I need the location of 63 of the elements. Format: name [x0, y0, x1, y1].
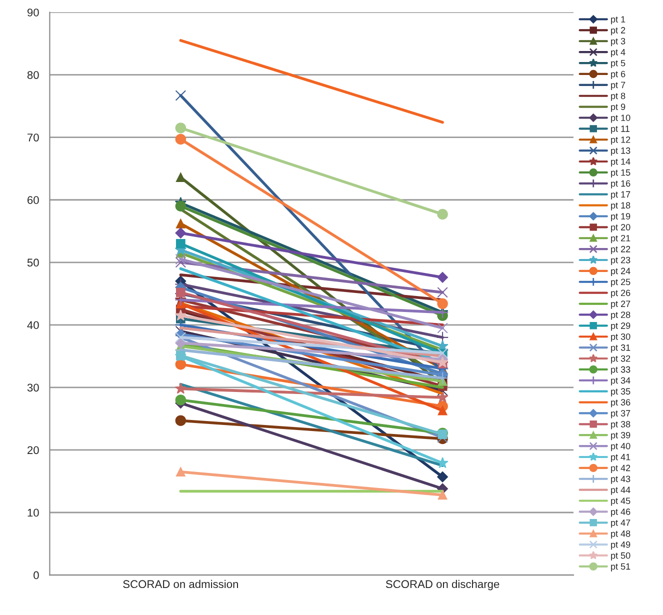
legend-label: pt 49	[611, 541, 630, 550]
y-tick-label: 40	[27, 321, 39, 330]
legend-label: pt 48	[611, 530, 630, 539]
y-tick-label: 10	[28, 508, 39, 517]
legend-label: pt 44	[611, 486, 630, 495]
y-tick-label: 20	[28, 446, 39, 454]
legend-label: pt 8	[611, 92, 626, 101]
legend-label: pt 28	[611, 312, 630, 320]
legend-label: pt 46	[611, 508, 630, 517]
x-tick-label: SCORAD on admission	[123, 580, 238, 588]
legend-label: pt 16	[611, 180, 630, 188]
legend-label: pt 20	[611, 224, 630, 232]
legend-label: pt 35	[611, 388, 630, 396]
legend-label: pt 41	[611, 454, 630, 462]
y-tick-label: 0	[34, 571, 39, 580]
legend-label: pt 21	[611, 234, 630, 244]
legend-label: pt 9	[611, 104, 626, 112]
legend-label: pt 39	[611, 432, 630, 440]
legend-label: pt 1	[611, 16, 626, 24]
legend-label: pt 3	[611, 38, 626, 46]
y-tick-label: 50	[27, 258, 39, 267]
legend-label: pt 23	[611, 256, 630, 266]
legend-label: pt 22	[611, 246, 630, 254]
legend-label: pt 7	[611, 82, 626, 90]
legend-label: pt 19	[611, 213, 630, 222]
y-tick-label: 70	[28, 134, 39, 142]
legend-label: pt 34	[611, 377, 630, 386]
legend-label: pt 15	[611, 169, 630, 178]
legend-label: pt 27	[611, 300, 630, 309]
x-tick-label: SCORAD on discharge	[386, 580, 500, 590]
legend-label: pt 11	[611, 126, 630, 134]
legend-label: pt 14	[611, 158, 630, 167]
legend-label: pt 18	[611, 202, 630, 210]
legend-label: pt 13	[611, 147, 630, 156]
legend-label: pt 4	[611, 49, 626, 58]
y-tick-label: 60	[28, 196, 39, 204]
legend-label: pt 42	[611, 464, 630, 473]
legend-label: pt 36	[611, 399, 630, 408]
legend-label: pt 26	[611, 290, 630, 298]
legend-label: pt 10	[611, 114, 630, 123]
legend-label: pt 12	[611, 136, 630, 145]
legend-label: pt 47	[611, 520, 630, 528]
legend-label: pt 38	[611, 421, 630, 430]
legend-label: pt 43	[611, 476, 630, 484]
legend-label: pt 6	[611, 70, 626, 80]
legend-label: pt 25	[611, 278, 630, 287]
legend-label: pt 24	[611, 268, 630, 276]
legend-label: pt 29	[611, 322, 630, 331]
legend-label: pt 33	[611, 366, 630, 374]
y-tick-label: 30	[27, 384, 39, 392]
legend-label: pt 31	[611, 344, 630, 353]
legend-label: pt 51	[611, 563, 630, 572]
y-tick-label: 90	[27, 8, 39, 16]
legend-label: pt 2	[611, 27, 626, 36]
legend-label: pt 45	[611, 498, 630, 506]
legend-label: pt 30	[611, 333, 630, 342]
legend-label: pt 5	[611, 60, 626, 68]
legend-label: pt 17	[611, 191, 630, 200]
legend-label: pt 40	[611, 442, 630, 452]
legend-label: pt 37	[611, 410, 630, 418]
y-tick-label: 80	[27, 71, 39, 79]
legend-label: pt 50	[611, 552, 630, 561]
legend-label: pt 32	[611, 355, 630, 364]
